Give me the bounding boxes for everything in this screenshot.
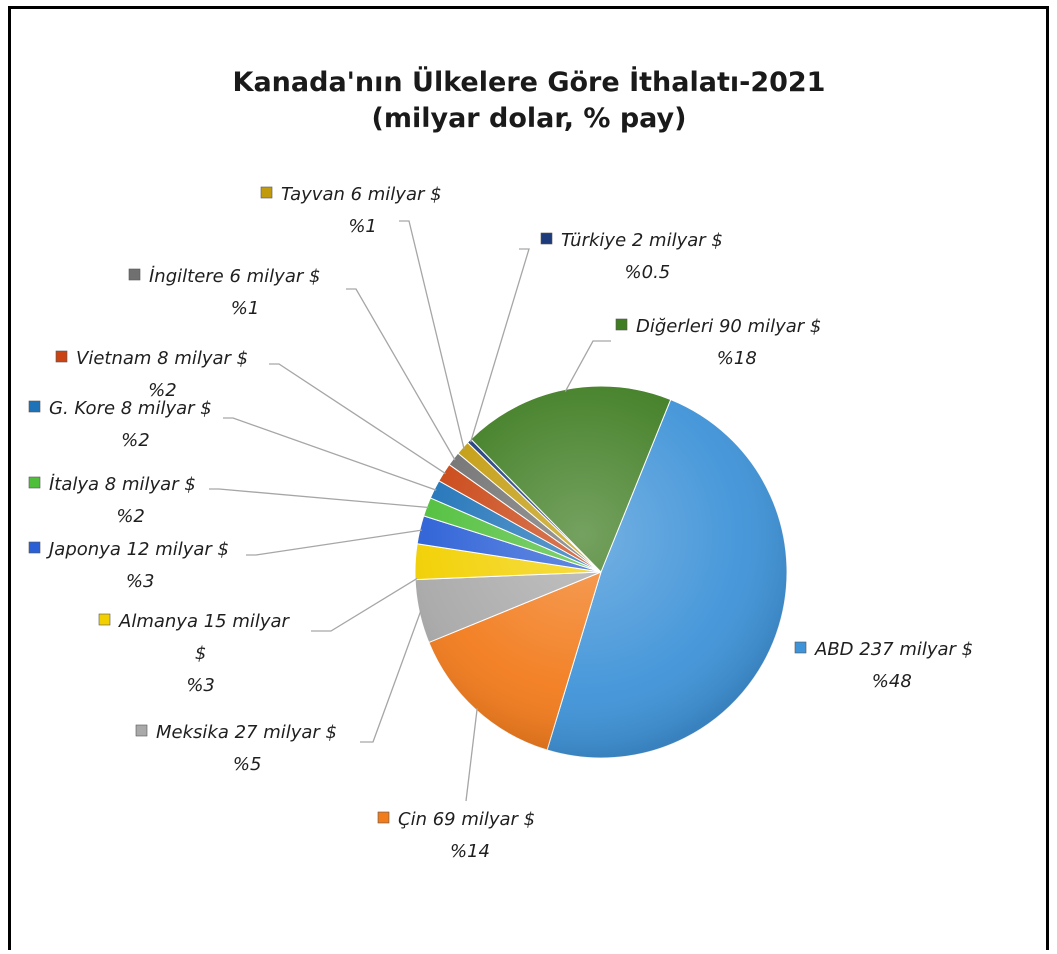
legend-key-ingiltere (128, 268, 141, 281)
leader-line-ingiltere (346, 288, 456, 461)
legend-key-turkiye (540, 232, 553, 245)
data-label-italya: İtalya 8 milyar $ (49, 474, 196, 495)
data-label-tayvan: Tayvan 6 milyar $ (281, 184, 442, 205)
leader-line-italya (209, 488, 429, 509)
data-label-abd-line2: %48 (872, 671, 912, 692)
data-label-almanya: Almanya 15 milyar (118, 611, 291, 632)
data-label-digerleri: Diğerleri 90 milyar $ (636, 316, 821, 337)
data-label-tayvan-line2: %1 (348, 216, 377, 237)
chart-title: Kanada'nın Ülkelere Göre İthalatı-2021 (233, 65, 826, 98)
leader-line-g-kore (223, 417, 437, 491)
leader-line-vietnam (269, 363, 446, 475)
legend-key-g-kore (28, 400, 41, 413)
data-label-italya-line2: %2 (116, 506, 145, 527)
chart-frame: Kanada'nın Ülkelere Göre İthalatı-2021 (… (8, 6, 1049, 950)
data-label-g-kore: G. Kore 8 milyar $ (49, 398, 212, 419)
data-label-meksika-line2: %5 (233, 754, 262, 775)
leader-line-turkiye (469, 248, 530, 443)
leader-line-meksika (360, 610, 422, 743)
chart-subtitle: (milyar dolar, % pay) (372, 103, 687, 134)
data-label-g-kore-line2: %2 (121, 430, 150, 451)
legend-key-cin (377, 811, 390, 824)
data-label-cin-line2: %14 (450, 841, 490, 862)
leader-line-almanya (311, 577, 418, 632)
data-label-ingiltere: İngiltere 6 milyar $ (149, 266, 320, 287)
data-label-meksika: Meksika 27 milyar $ (156, 722, 337, 743)
data-label-vietnam: Vietnam 8 milyar $ (76, 348, 248, 369)
data-label-almanya-line2: $ (195, 643, 206, 664)
legend-key-almanya (98, 613, 111, 626)
leader-lines (209, 220, 611, 802)
pie-chart: Kanada'nın Ülkelere Göre İthalatı-2021 (… (28, 65, 973, 862)
data-label-abd: ABD 237 milyar $ (814, 639, 973, 660)
legend-key-vietnam (55, 350, 68, 363)
data-label-ingiltere-line2: %1 (231, 298, 260, 319)
data-label-japonya: Japonya 12 milyar $ (46, 539, 229, 560)
legend-key-meksika (135, 724, 148, 737)
data-label-cin: Çin 69 milyar $ (398, 809, 535, 830)
data-label-japonya-line2: %3 (126, 571, 155, 592)
data-labels: ABD 237 milyar $ %48 Çin 69 milyar $ %14 Mek… (28, 184, 973, 862)
data-label-turkiye-line2: %0.5 (625, 262, 671, 283)
data-label-almanya-line3: %3 (186, 675, 215, 696)
leader-line-digerleri (564, 340, 611, 392)
leader-line-cin (465, 708, 478, 802)
legend-key-digerleri (615, 318, 628, 331)
data-label-digerleri-line2: %18 (717, 348, 757, 369)
data-label-vietnam-line2: %2 (148, 380, 177, 401)
legend-key-italya (28, 476, 41, 489)
legend-key-japonya (28, 541, 41, 554)
leader-line-japonya (246, 529, 422, 556)
legend-key-tayvan (260, 186, 273, 199)
data-label-turkiye: Türkiye 2 milyar $ (561, 230, 723, 251)
leader-line-tayvan (399, 220, 465, 450)
legend-key-abd (794, 641, 807, 654)
